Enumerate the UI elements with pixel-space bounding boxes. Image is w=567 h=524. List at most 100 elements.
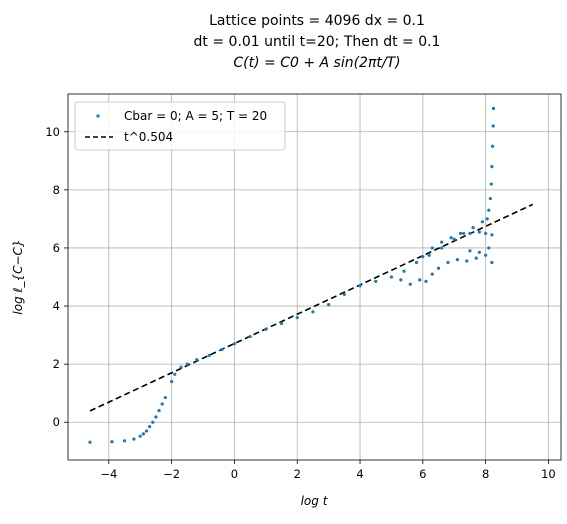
scatter-point xyxy=(490,233,493,236)
scatter-point xyxy=(478,230,481,233)
scatter-point xyxy=(186,363,189,366)
scatter-point xyxy=(233,342,236,345)
scatter-point xyxy=(486,217,489,220)
x-axis-label: log t xyxy=(301,494,329,508)
scatter-point xyxy=(148,425,151,428)
scatter-point xyxy=(492,124,495,127)
scatter-point xyxy=(161,402,164,405)
y-tick-label: 2 xyxy=(53,357,60,371)
x-tick-label: −4 xyxy=(100,467,117,481)
scatter-point xyxy=(399,278,402,281)
x-tick-label: 10 xyxy=(541,467,556,481)
scatter-point xyxy=(487,209,490,212)
x-tick-label: 8 xyxy=(482,467,489,481)
scatter-point xyxy=(157,409,160,412)
scatter-point xyxy=(468,232,471,235)
scatter-point xyxy=(154,415,157,418)
scatter-point xyxy=(428,254,431,257)
scatter-point xyxy=(145,429,148,432)
scatter-point xyxy=(440,246,443,249)
scatter-point xyxy=(465,259,468,262)
scatter-point xyxy=(343,293,346,296)
x-tick-label: 4 xyxy=(356,467,363,481)
scatter-point xyxy=(142,432,145,435)
title-line-1: Lattice points = 4096 dx = 0.1 xyxy=(209,13,425,29)
scatter-point xyxy=(478,251,481,254)
scatter-point xyxy=(471,226,474,229)
scatter-point xyxy=(409,283,412,286)
scatter-point xyxy=(164,396,167,399)
scatter-point xyxy=(440,241,443,244)
y-tick-label: 8 xyxy=(53,183,60,197)
scatter-point xyxy=(431,246,434,249)
y-tick-label: 0 xyxy=(53,415,60,429)
legend-label-scatter: Cbar = 0; A = 5; T = 20 xyxy=(124,109,267,123)
scatter-point xyxy=(475,257,478,260)
scatter-point xyxy=(264,328,267,331)
scatter-point xyxy=(249,335,252,338)
scatter-point xyxy=(453,238,456,241)
scatter-point xyxy=(311,310,314,313)
scatter-point xyxy=(468,249,471,252)
scatter-point xyxy=(421,255,424,258)
legend-marker-scatter xyxy=(96,114,99,117)
y-tick-label: 6 xyxy=(53,241,60,255)
y-tick-label: 10 xyxy=(45,125,60,139)
title-line-2: dt = 0.01 until t=20; Then dt = 0.1 xyxy=(194,34,441,50)
x-axis-ticks: −4 −2 0 2 4 6 8 10 xyxy=(100,460,555,481)
scatter-point xyxy=(132,437,135,440)
title-line-3: C(t) = C0 + A sin(2πt/T) xyxy=(233,55,400,71)
scatter-point xyxy=(327,303,330,306)
scatter-point xyxy=(456,258,459,261)
scatter-point xyxy=(462,232,465,235)
scatter-point xyxy=(481,220,484,223)
x-tick-label: −2 xyxy=(163,467,180,481)
scatter-point xyxy=(484,232,487,235)
scatter-point xyxy=(173,373,176,376)
scatter-point xyxy=(170,380,173,383)
scatter-point xyxy=(415,261,418,264)
scatter-point xyxy=(459,232,462,235)
scatter-point xyxy=(208,354,211,357)
scatter-point xyxy=(358,284,361,287)
y-tick-label: 4 xyxy=(53,299,60,313)
scatter-point xyxy=(179,365,182,368)
scatter-point xyxy=(431,272,434,275)
x-tick-label: 2 xyxy=(294,467,301,481)
scatter-point xyxy=(123,439,126,442)
scatter-point xyxy=(418,278,421,281)
scatter-point xyxy=(195,358,198,361)
scatter-point xyxy=(374,280,377,283)
scatter-point xyxy=(296,316,299,319)
scatter-point xyxy=(446,261,449,264)
legend: Cbar = 0; A = 5; T = 20 t^0.504 xyxy=(75,102,285,150)
scatter-point xyxy=(151,421,154,424)
scatter-point xyxy=(437,267,440,270)
scatter-point xyxy=(490,261,493,264)
scatter-point xyxy=(449,236,452,239)
y-axis-label: log ℓ_{C−C} xyxy=(11,239,25,314)
x-tick-label: 0 xyxy=(231,467,238,481)
scatter-point xyxy=(424,280,427,283)
scatter-point xyxy=(490,182,493,185)
fit-line-path xyxy=(90,204,533,411)
scatter-point xyxy=(88,441,91,444)
chart-title: Lattice points = 4096 dx = 0.1 dt = 0.01… xyxy=(194,13,441,71)
legend-label-fit: t^0.504 xyxy=(124,130,173,144)
scatter-point xyxy=(402,270,405,273)
fit-line xyxy=(90,204,533,411)
scatter-point xyxy=(492,107,495,110)
scatter-point xyxy=(487,246,490,249)
scatter-point xyxy=(390,275,393,278)
x-tick-label: 6 xyxy=(419,467,426,481)
scatter-point xyxy=(280,322,283,325)
scatter-point xyxy=(220,348,223,351)
scatter-point xyxy=(110,440,113,443)
scatter-series xyxy=(88,107,495,444)
scatter-point xyxy=(139,435,142,438)
y-axis-ticks: 0 2 4 6 8 10 xyxy=(45,125,68,429)
scatter-point xyxy=(490,165,493,168)
scatter-point xyxy=(484,254,487,257)
scatter-point xyxy=(489,197,492,200)
